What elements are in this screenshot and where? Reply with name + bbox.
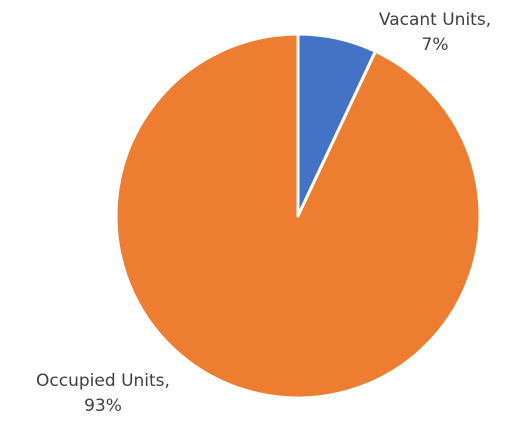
data-label-name: Vacant Units, bbox=[379, 10, 491, 30]
data-label-value: 7% bbox=[422, 35, 449, 55]
data-label-name: Occupied Units, bbox=[36, 371, 170, 391]
pie-slice bbox=[114, 32, 482, 400]
data-label-value: 93% bbox=[84, 396, 122, 416]
